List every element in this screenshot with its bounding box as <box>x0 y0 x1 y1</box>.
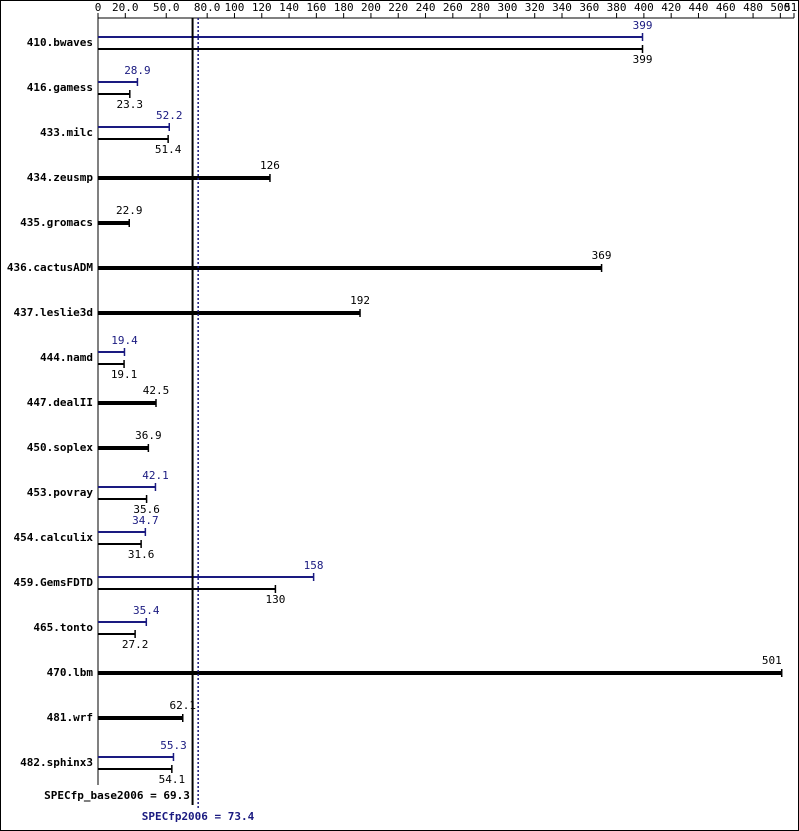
value-label: 42.1 <box>142 469 169 482</box>
value-label: 55.3 <box>160 739 187 752</box>
x-tick-label: 440 <box>689 1 709 14</box>
x-tick-label: 510 <box>784 1 799 14</box>
category-label: 434.zeusmp <box>27 171 94 184</box>
base-bar <box>98 671 782 675</box>
value-label: 52.2 <box>156 109 183 122</box>
reference-label: SPECfp_base2006 = 69.3 <box>44 789 190 802</box>
x-tick-label: 360 <box>579 1 599 14</box>
value-label: 35.4 <box>133 604 160 617</box>
peak-bar <box>98 351 125 353</box>
x-tick-label: 380 <box>607 1 627 14</box>
value-label: 51.4 <box>155 143 182 156</box>
x-tick-label: 220 <box>388 1 408 14</box>
x-tick-label: 500 <box>770 1 790 14</box>
peak-bar <box>98 756 174 758</box>
base-bar <box>98 48 643 50</box>
base-bar <box>98 176 270 180</box>
x-tick-label: 180 <box>334 1 354 14</box>
value-label: 130 <box>265 593 285 606</box>
value-label: 31.6 <box>128 548 155 561</box>
x-tick-label: 300 <box>497 1 517 14</box>
value-label: 27.2 <box>122 638 149 651</box>
category-label: 436.cactusADM <box>7 261 93 274</box>
value-label: 28.9 <box>124 64 151 77</box>
value-label: 62.1 <box>169 699 196 712</box>
base-bar <box>98 401 156 405</box>
value-label: 192 <box>350 294 370 307</box>
peak-bar <box>98 36 643 38</box>
value-label: 369 <box>592 249 612 262</box>
base-bar <box>98 768 172 770</box>
x-tick-label: 260 <box>443 1 463 14</box>
peak-bar <box>98 531 146 533</box>
peak-bar <box>98 126 170 128</box>
category-label: 437.leslie3d <box>14 306 93 319</box>
x-tick-label: 480 <box>743 1 763 14</box>
base-bar <box>98 138 169 140</box>
value-label: 399 <box>633 19 653 32</box>
category-label: 450.soplex <box>27 441 94 454</box>
base-bar <box>98 446 149 450</box>
value-label: 126 <box>260 159 280 172</box>
value-label: 19.1 <box>111 368 138 381</box>
x-tick-label: 50.0 <box>153 1 180 14</box>
x-tick-label: 0 <box>95 1 102 14</box>
x-tick-label: 140 <box>279 1 299 14</box>
reference-label: SPECfp2006 = 73.4 <box>142 810 255 823</box>
base-bar <box>98 221 130 225</box>
category-label: 481.wrf <box>47 711 93 724</box>
category-label: 482.sphinx3 <box>20 756 93 769</box>
x-tick-label: 120 <box>252 1 272 14</box>
base-bar <box>98 543 142 545</box>
category-label: 470.lbm <box>47 666 94 679</box>
category-label: 453.povray <box>27 486 94 499</box>
base-bar <box>98 93 130 95</box>
base-bar <box>98 311 361 315</box>
x-tick-label: 280 <box>470 1 490 14</box>
peak-bar <box>98 81 138 83</box>
value-label: 42.5 <box>143 384 170 397</box>
category-label: 435.gromacs <box>20 216 93 229</box>
category-label: 454.calculix <box>14 531 94 544</box>
x-tick-label: 400 <box>634 1 654 14</box>
peak-bar <box>98 621 147 623</box>
value-label: 501 <box>762 654 782 667</box>
x-tick-label: 340 <box>552 1 572 14</box>
x-tick-label: 80.0 <box>194 1 221 14</box>
x-tick-label: 200 <box>361 1 381 14</box>
peak-bar <box>98 486 156 488</box>
x-tick-label: 100 <box>225 1 245 14</box>
category-label: 465.tonto <box>33 621 93 634</box>
base-bar <box>98 588 276 590</box>
value-label: 34.7 <box>132 514 159 527</box>
base-bar <box>98 498 147 500</box>
category-label: 459.GemsFDTD <box>14 576 94 589</box>
category-label: 410.bwaves <box>27 36 93 49</box>
base-bar <box>98 633 136 635</box>
category-label: 433.milc <box>40 126 93 139</box>
x-tick-label: 320 <box>525 1 545 14</box>
x-tick-label: 160 <box>306 1 326 14</box>
value-label: 399 <box>633 53 653 66</box>
category-label: 447.dealII <box>27 396 93 409</box>
category-label: 444.namd <box>40 351 93 364</box>
x-tick-label: 420 <box>661 1 681 14</box>
category-label: 416.gamess <box>27 81 93 94</box>
value-label: 54.1 <box>159 773 186 786</box>
base-bar <box>98 716 183 720</box>
x-tick-label: 240 <box>416 1 436 14</box>
base-bar <box>98 363 125 365</box>
x-tick-label: 460 <box>716 1 736 14</box>
value-label: 19.4 <box>111 334 138 347</box>
value-label: 158 <box>304 559 324 572</box>
x-tick-label: 20.0 <box>112 1 139 14</box>
base-bar <box>98 266 602 270</box>
value-label: 36.9 <box>135 429 162 442</box>
value-label: 22.9 <box>116 204 143 217</box>
peak-bar <box>98 576 314 578</box>
value-label: 35.6 <box>133 503 160 516</box>
value-label: 23.3 <box>117 98 144 111</box>
